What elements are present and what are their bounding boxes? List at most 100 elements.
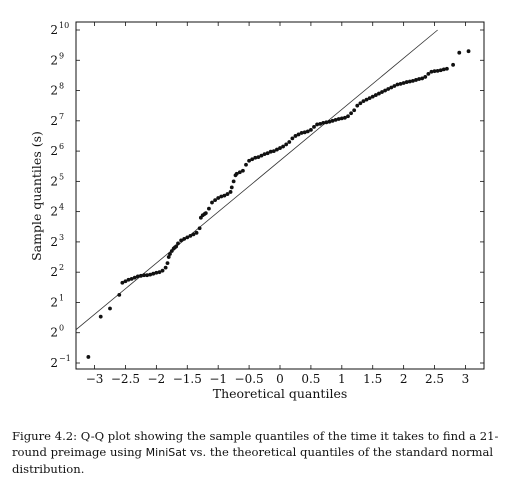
data-point — [132, 275, 137, 280]
data-point — [228, 190, 233, 194]
data-point — [129, 276, 134, 281]
x-axis-label: Theoretical quantiles — [213, 386, 348, 401]
y-tick-exponent: 2 — [59, 263, 64, 272]
data-point — [165, 261, 170, 265]
data-point — [367, 96, 372, 101]
caption-lead: Figure 4.2: Q-Q plot showing the sample … — [12, 429, 499, 459]
data-point — [346, 114, 350, 119]
y-tick-label: 2 — [50, 295, 58, 309]
data-point — [343, 115, 347, 120]
data-point — [466, 49, 471, 54]
x-tick-label: −1 — [209, 372, 227, 386]
data-point — [423, 75, 428, 79]
x-tick-label: 3 — [462, 372, 470, 386]
y-tick-exponent: 7 — [59, 112, 64, 121]
data-point — [126, 277, 131, 282]
data-point — [120, 280, 125, 285]
data-point — [305, 129, 310, 134]
data-point — [370, 94, 375, 99]
data-point — [244, 162, 248, 167]
data-point — [191, 232, 196, 237]
x-tick-label: 1.5 — [363, 372, 382, 386]
data-point — [123, 279, 128, 284]
y-tick-label: 2 — [50, 235, 58, 249]
data-point — [234, 171, 239, 176]
caption-tail: vs. the theoretical quantiles of the sta… — [12, 445, 494, 476]
y-tick-exponent: 3 — [59, 233, 64, 242]
y-tick-label: 2 — [50, 84, 58, 98]
data-point — [398, 81, 403, 86]
data-point — [207, 206, 211, 211]
data-point — [411, 78, 415, 83]
data-point — [380, 90, 384, 94]
plot-frame — [75, 21, 485, 370]
data-point — [321, 121, 326, 125]
qq-plot-svg: −3 −2.5 −2 −1.5 −1 −0.5 0 0.5 1 1.5 2 2.5 3 2 −12 02 12… — [29, 21, 485, 401]
data-point — [457, 50, 462, 55]
data-point — [358, 101, 363, 106]
data-point — [392, 84, 397, 88]
data-point — [438, 68, 443, 73]
y-tick-label: 2 — [50, 205, 58, 219]
data-point — [364, 97, 369, 102]
data-point — [312, 124, 316, 129]
y-axis-label: Sample quantiles (s) — [29, 131, 44, 261]
y-tick-label: 2 — [50, 53, 58, 67]
data-point — [435, 68, 440, 73]
x-tick-label: 1 — [338, 372, 346, 386]
data-point — [389, 85, 394, 90]
data-point — [145, 273, 149, 278]
data-point — [441, 67, 446, 72]
data-point — [417, 77, 421, 81]
y-tick-exponent: 10 — [59, 21, 69, 30]
data-point — [179, 238, 183, 243]
data-point — [330, 118, 335, 123]
x-tick-labels: −3 −2.5 −2 −1.5 −1 −0.5 0 0.5 1 1.5 2 2.5 3 — [86, 372, 470, 386]
data-point — [253, 155, 258, 160]
data-point — [182, 236, 187, 241]
data-point — [98, 314, 103, 319]
y-tick-exponent: 5 — [59, 172, 64, 181]
data-point — [151, 271, 156, 276]
data-point — [293, 134, 298, 138]
data-point — [401, 81, 406, 85]
x-tick-label: −3 — [86, 372, 104, 386]
data-point — [352, 108, 357, 113]
data-point — [275, 147, 279, 152]
data-point — [284, 142, 289, 147]
data-point — [407, 79, 412, 84]
data-point — [429, 69, 434, 74]
x-tick-label: −2 — [148, 372, 166, 386]
data-point — [247, 158, 251, 163]
x-tick-label: 2.5 — [425, 372, 444, 386]
data-point — [290, 136, 295, 141]
y-tick-exponent: −1 — [59, 354, 71, 363]
data-point — [309, 127, 313, 132]
data-point — [241, 168, 245, 173]
data-point — [86, 355, 91, 359]
y-tick-label: 2 — [50, 265, 58, 279]
data-point — [174, 244, 179, 249]
data-point — [168, 252, 172, 256]
data-point — [166, 255, 171, 259]
data-point — [229, 185, 234, 190]
y-tick-exponent: 0 — [59, 324, 64, 333]
data-point — [373, 93, 378, 97]
data-point — [333, 118, 338, 122]
x-tick-label: 0 — [276, 372, 284, 386]
data-point — [426, 71, 431, 76]
data-point — [222, 193, 227, 198]
data-point — [197, 226, 202, 231]
y-tick-exponent: 8 — [59, 82, 64, 91]
data-point — [135, 274, 140, 279]
data-point — [271, 149, 276, 153]
data-point — [262, 152, 267, 157]
data-point — [383, 88, 387, 93]
data-point — [296, 132, 301, 137]
data-point — [210, 200, 214, 205]
data-point — [287, 140, 292, 144]
data-point — [148, 272, 153, 277]
data-point — [327, 119, 332, 124]
data-point — [163, 265, 168, 270]
y-tick-exponent: 4 — [59, 203, 64, 212]
